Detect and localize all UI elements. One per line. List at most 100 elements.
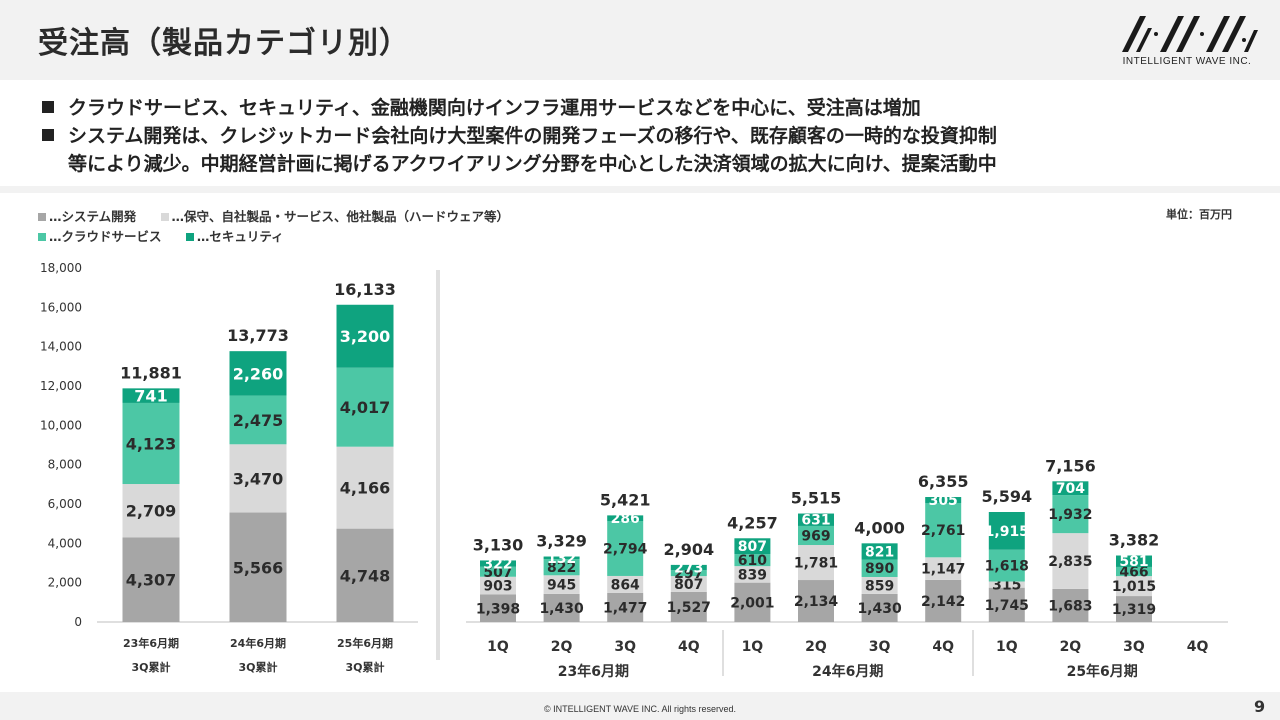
data-label: 4,017 xyxy=(340,398,391,417)
total-label: 4,257 xyxy=(727,513,778,532)
data-label: 4,307 xyxy=(126,571,177,590)
bar-segment xyxy=(798,525,834,546)
bar-segment xyxy=(1052,481,1089,496)
total-label: 3,130 xyxy=(473,535,524,554)
data-label: 890 xyxy=(865,561,894,577)
bar-segment xyxy=(734,538,771,555)
data-label: 839 xyxy=(738,567,767,583)
data-label: 741 xyxy=(134,387,167,406)
x-category-label: 1Q xyxy=(996,639,1018,655)
bar-segment xyxy=(1052,588,1089,622)
bar-segment xyxy=(925,497,962,504)
copyright: © INTELLIGENT WAVE INC. All rights reser… xyxy=(543,704,736,714)
x-category-label: 3Q xyxy=(869,639,891,655)
legend-row-2: …クラウドサービス …セキュリティ xyxy=(38,226,529,246)
data-label: 1,915 xyxy=(985,524,1029,540)
bar-segment xyxy=(543,575,580,594)
bar-segment xyxy=(670,576,707,592)
legend-row-1: …システム開発 …保守、自社製品・サービス、他社製品（ハードウェア等） xyxy=(38,206,529,226)
page-title: 受注高（製品カテゴリ別） xyxy=(38,26,410,61)
data-label: 322 xyxy=(483,557,512,573)
y-tick-label: 8,000 xyxy=(48,458,82,472)
y-tick-label: 16,000 xyxy=(40,300,82,314)
data-label: 1,398 xyxy=(476,601,520,617)
legend-item-system-dev: …システム開発 xyxy=(38,206,136,225)
bar-segment xyxy=(607,575,644,593)
logo-text: INTELLIGENT WAVE INC. xyxy=(1122,56,1252,67)
x-group-label: 23年6月期 xyxy=(558,663,629,680)
total-label: 2,904 xyxy=(663,540,714,559)
bar-segment xyxy=(122,402,180,485)
total-label: 16,133 xyxy=(334,280,396,299)
legend-swatch-cloud xyxy=(38,233,46,241)
x-category-label: 25年6月期 xyxy=(337,636,393,650)
data-label: 864 xyxy=(611,577,640,593)
bar-segment xyxy=(1116,576,1152,597)
x-category-label: 4Q xyxy=(1187,639,1209,655)
bar-segment xyxy=(734,582,771,622)
bar-segment xyxy=(1116,596,1152,622)
legend-label-cloud: …クラウドサービス xyxy=(49,229,162,244)
y-tick-label: 10,000 xyxy=(40,418,82,432)
total-label: 5,594 xyxy=(981,487,1032,506)
bar-segment xyxy=(480,594,516,622)
data-label: 1,430 xyxy=(539,601,584,617)
legend-label-maintenance: …保守、自社製品・サービス、他社製品（ハードウェア等） xyxy=(171,209,510,224)
legend-swatch-system-dev xyxy=(38,213,46,221)
bar-segment xyxy=(229,395,287,445)
data-label: 5,566 xyxy=(233,558,284,577)
total-label: 5,421 xyxy=(600,490,651,509)
data-label: 1,683 xyxy=(1048,598,1092,614)
data-label: 2,835 xyxy=(1048,554,1092,570)
bar-segment xyxy=(861,543,898,560)
total-label: 5,515 xyxy=(791,489,842,508)
data-label: 807 xyxy=(738,539,767,555)
data-label: 1,745 xyxy=(985,598,1029,614)
data-label: 3,470 xyxy=(233,469,284,488)
bar-segment xyxy=(122,484,180,538)
x-category-label: 2Q xyxy=(1060,639,1082,655)
data-label: 631 xyxy=(801,513,830,529)
bullet-square-icon xyxy=(42,129,54,141)
bullet-2-text-line2: 等により減少。中期経営計画に掲げるアクワイアリング分野を中心とした決済領域の拡大… xyxy=(68,153,997,175)
bullet-2-continued: 等により減少。中期経営計画に掲げるアクワイアリング分野を中心とした決済領域の拡大… xyxy=(42,150,997,178)
total-label: 11,881 xyxy=(120,363,182,382)
bar-segment xyxy=(988,581,1025,588)
bar-segment xyxy=(229,512,287,622)
legend-swatch-maintenance xyxy=(160,213,169,221)
bar-segment xyxy=(229,351,287,396)
bar-segment xyxy=(734,566,771,583)
bar-segment xyxy=(607,592,644,622)
x-category-label: 2Q xyxy=(551,639,573,655)
y-tick-label: 14,000 xyxy=(40,340,82,354)
data-label: 1,932 xyxy=(1048,507,1092,523)
bar-segment xyxy=(480,566,516,577)
legend-label-security: …セキュリティ xyxy=(196,229,284,244)
x-category-label: 2Q xyxy=(805,639,827,655)
bar-segment xyxy=(670,591,707,622)
unit-label: 単位：百万円 xyxy=(1166,208,1232,221)
x-group-label: 25年6月期 xyxy=(1067,663,1138,680)
bar-segment xyxy=(670,564,707,571)
bar-segment xyxy=(229,444,287,513)
total-label: 6,355 xyxy=(918,472,969,491)
data-label: 945 xyxy=(547,578,576,594)
bar-segment xyxy=(480,576,516,595)
y-tick-label: 0 xyxy=(74,615,82,629)
total-label: 7,156 xyxy=(1045,456,1096,475)
bar-segment xyxy=(607,521,644,576)
bar-segment xyxy=(798,580,834,622)
data-label: 4,748 xyxy=(340,566,391,585)
bullet-2: システム開発は、クレジットカード会社向け大型案件の開発フェーズの移行や、既存顧客… xyxy=(42,122,997,150)
data-label: 286 xyxy=(611,511,640,527)
bar-segment xyxy=(925,579,962,622)
data-label: 2,142 xyxy=(921,594,965,610)
data-label: 3,200 xyxy=(340,327,391,346)
bar-segment xyxy=(1052,533,1089,589)
bar-segment xyxy=(988,549,1025,582)
bar-segment xyxy=(543,593,580,622)
bar-segment xyxy=(122,388,180,403)
bullet-list: クラウドサービス、セキュリティ、金融機関向けインフラ運用サービスなどを中心に、受… xyxy=(42,94,997,178)
x-category-label: 1Q xyxy=(487,639,509,655)
